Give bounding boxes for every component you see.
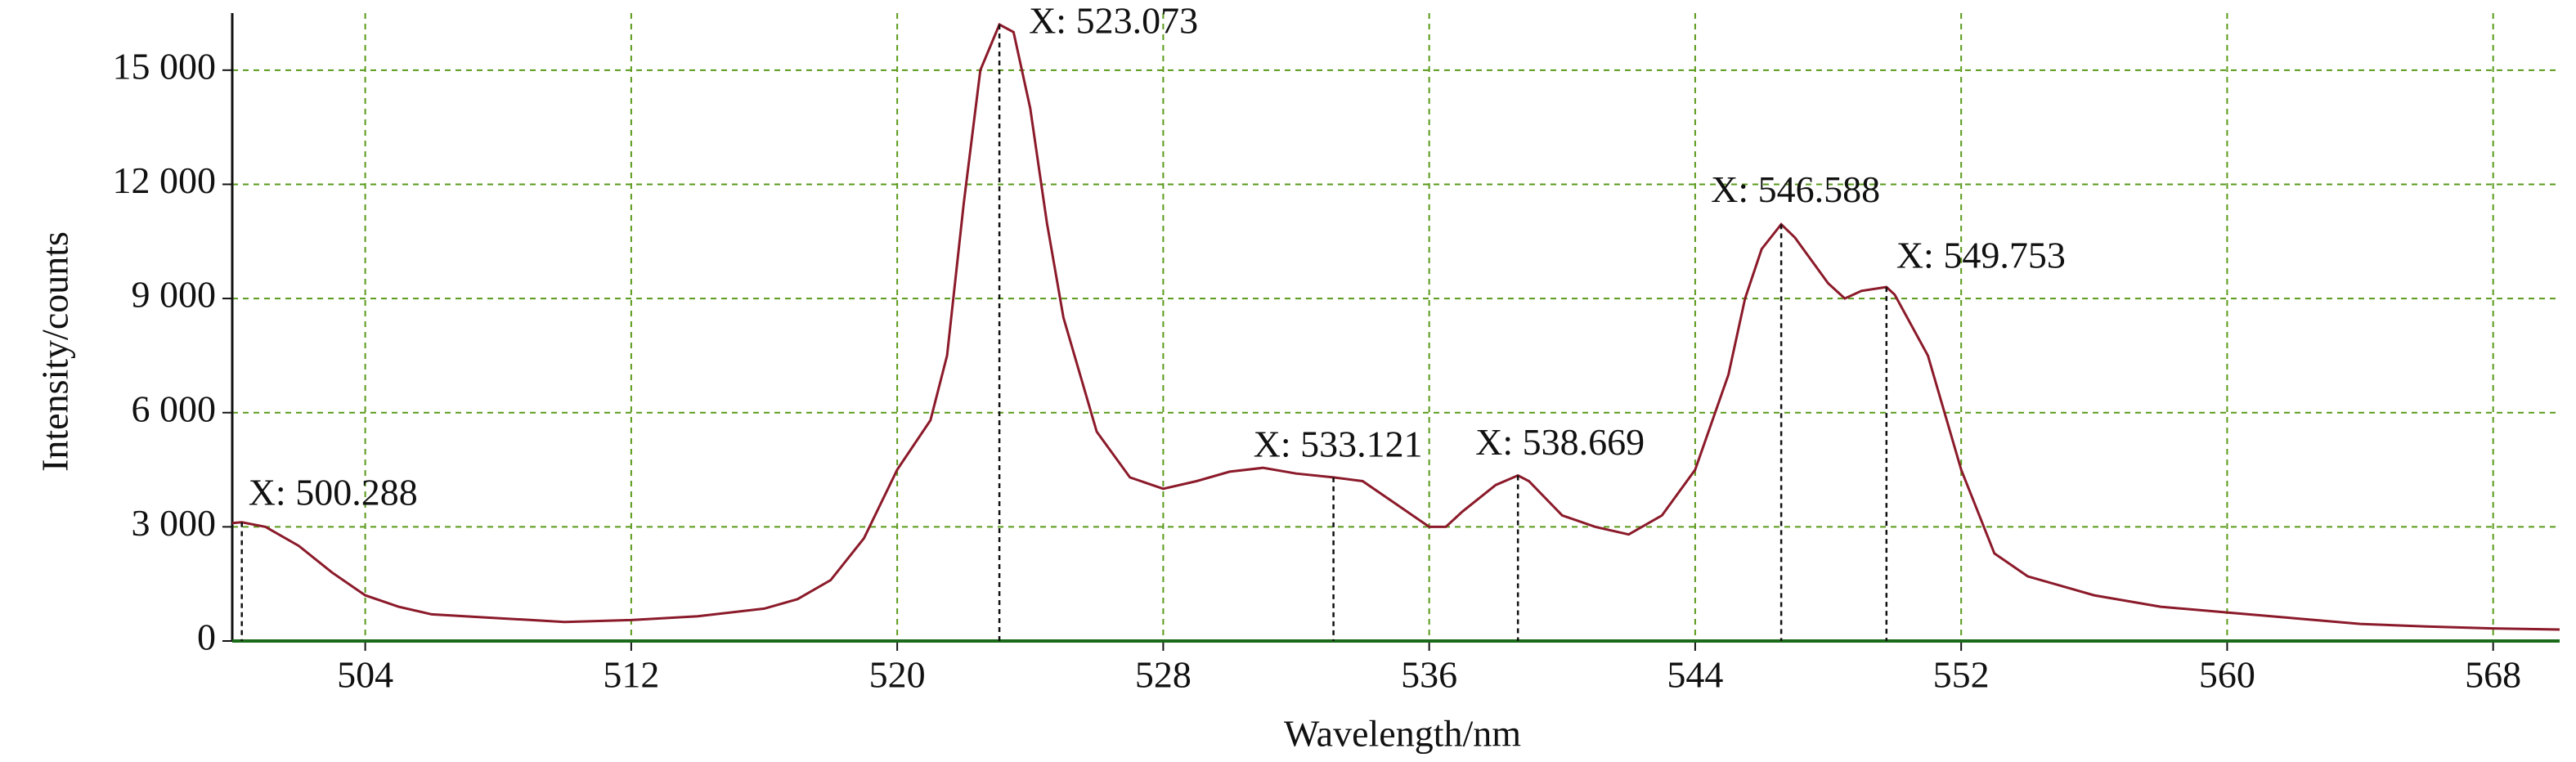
x-tick-label: 568 (2465, 654, 2521, 696)
peak-label: X: 500.288 (249, 471, 418, 513)
y-tick-label: 6 000 (132, 388, 217, 429)
y-tick-label: 3 000 (132, 502, 217, 544)
peak-label: X: 549.753 (1896, 235, 2066, 276)
x-tick-label: 544 (1667, 654, 1723, 696)
y-tick-label: 0 (197, 616, 216, 658)
y-tick-label: 15 000 (113, 45, 217, 87)
x-tick-label: 528 (1135, 654, 1192, 696)
x-axis-label: Wavelength/nm (1284, 713, 1521, 755)
x-tick-label: 520 (869, 654, 926, 696)
x-tick-label: 512 (603, 654, 659, 696)
peak-label: X: 523.073 (1029, 0, 1198, 42)
spectrum-line (231, 22, 2560, 631)
peak-label: X: 533.121 (1254, 423, 1423, 464)
x-tick-label: 504 (337, 654, 393, 696)
x-tick-label: 560 (2199, 654, 2255, 696)
y-axis-label: Intensity/counts (34, 231, 76, 472)
peak-label: X: 538.669 (1475, 421, 1645, 463)
x-tick-label: 552 (1933, 654, 1990, 696)
y-tick-label: 9 000 (132, 274, 217, 316)
peak-label: X: 546.588 (1711, 168, 1880, 210)
y-tick-label: 12 000 (113, 159, 217, 201)
x-tick-label: 536 (1401, 654, 1457, 696)
